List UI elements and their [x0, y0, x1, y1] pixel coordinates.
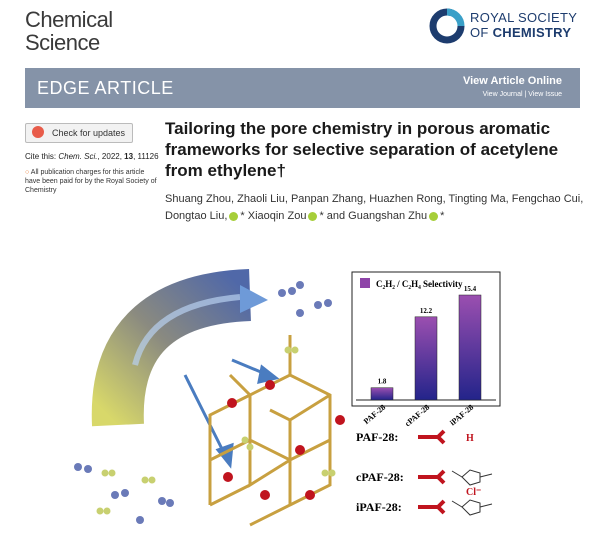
- structure-marker: H: [466, 433, 474, 444]
- separator: |: [524, 91, 527, 98]
- oa-text: All publication charges for this article…: [25, 169, 157, 194]
- arrow-highlight: [132, 294, 241, 366]
- view-journal-link[interactable]: View Journal: [482, 91, 523, 98]
- binding-sites: [223, 380, 345, 500]
- cite-part: Cite this:: [25, 152, 59, 161]
- title-line: Tailoring the pore chemistry in porous a…: [165, 119, 551, 138]
- author-list: * and Guangshan Zhu: [319, 210, 428, 222]
- title-line: frameworks for selective separation of a…: [165, 140, 559, 159]
- structure-label: PAF-28:: [356, 430, 398, 444]
- banner: EDGE ARTICLE View Article Online View Jo…: [25, 68, 580, 108]
- cite-volume: 13: [124, 152, 134, 161]
- view-online-link[interactable]: View Article Online: [462, 75, 562, 87]
- title-line: from ethylene†: [165, 161, 286, 180]
- rsc-logo: [429, 8, 465, 44]
- orcid-icon[interactable]: [308, 211, 318, 221]
- linker-icon: [418, 469, 446, 485]
- author-list: Dongtao Liu,: [165, 210, 228, 222]
- publisher-line: OF CHEMISTRY: [470, 25, 577, 40]
- chart-title: C₂H₂ / C₂H₄ Selectivity: [376, 279, 463, 289]
- article-type: EDGE ARTICLE: [37, 78, 174, 98]
- bar: [414, 316, 438, 401]
- check-updates-button[interactable]: Check for updates: [25, 123, 133, 143]
- cite-part: , 11126: [133, 152, 159, 161]
- journal-name: Chemical Science: [25, 8, 113, 54]
- value-label: 1.8: [378, 378, 387, 386]
- framework: [208, 335, 332, 527]
- bar: [458, 294, 482, 401]
- publisher-word: CHEMISTRY: [492, 25, 572, 40]
- journal-line: Chemical: [25, 7, 113, 32]
- orcid-icon[interactable]: [429, 211, 439, 221]
- gas-molecules: [74, 281, 336, 524]
- imidazolium-ring: [461, 469, 481, 486]
- graphical-abstract: C₂H₂ / C₂H₄ Selectivity1.8PAF-2812.2cPAF…: [74, 269, 501, 527]
- arrowhead: [240, 285, 268, 313]
- substituents: [451, 500, 493, 508]
- legend-swatch: [360, 278, 370, 288]
- publisher-line: ROYAL SOCIETY: [470, 10, 578, 25]
- journal-line: Science: [25, 30, 100, 55]
- check-icon: [32, 126, 44, 138]
- imidazolium-ring: [461, 499, 481, 516]
- article-title: Tailoring the pore chemistry in porous a…: [165, 118, 558, 181]
- publisher-word: OF: [470, 25, 489, 40]
- button-label: Check for updates: [52, 128, 126, 138]
- links: View Journal | View Issue: [483, 91, 562, 98]
- publisher-name: ROYAL SOCIETY OF CHEMISTRY: [470, 10, 577, 40]
- logo-arc: [446, 8, 465, 27]
- substituents: [451, 470, 493, 478]
- view-issue-link[interactable]: View Issue: [528, 91, 562, 98]
- linker-icon: [418, 499, 446, 515]
- orcid-icon[interactable]: [229, 211, 239, 221]
- cite-part: , 2022,: [97, 152, 125, 161]
- value-label: 12.2: [420, 307, 433, 315]
- structure-marker: Cl⁻: [466, 487, 481, 498]
- structure-label: cPAF-28:: [356, 470, 404, 484]
- oa-icon: ○: [25, 169, 30, 176]
- bar: [370, 387, 394, 401]
- author-list: *: [440, 210, 445, 222]
- author-list: * Xiaoqin Zou: [240, 210, 307, 222]
- linker-icon: [418, 429, 446, 445]
- citation: Cite this: Chem. Sci., 2022, 13, 11126: [25, 152, 159, 161]
- author-list: Shuang Zhou, Zhaoli Liu, Panpan Zhang, H…: [165, 193, 584, 205]
- authors: Shuang Zhou, Zhaoli Liu, Panpan Zhang, H…: [165, 191, 585, 225]
- value-label: 15.4: [464, 285, 477, 293]
- open-access-note: ○ All publication charges for this artic…: [25, 168, 160, 195]
- cite-journal[interactable]: Chem. Sci.: [58, 152, 98, 161]
- structure-label: iPAF-28:: [356, 500, 402, 514]
